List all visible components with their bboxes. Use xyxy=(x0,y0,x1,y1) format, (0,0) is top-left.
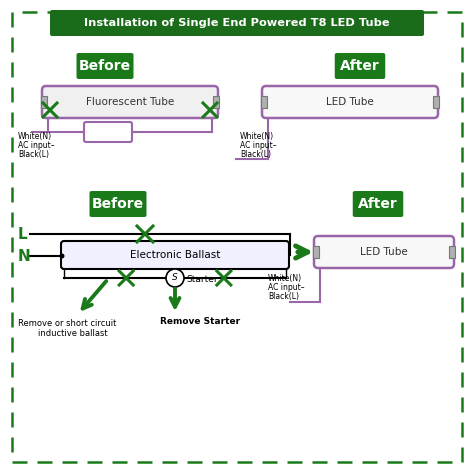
Text: N: N xyxy=(18,249,31,264)
Text: Remove or short circuit: Remove or short circuit xyxy=(18,319,117,328)
FancyBboxPatch shape xyxy=(335,53,385,79)
FancyBboxPatch shape xyxy=(90,191,146,217)
Text: Before: Before xyxy=(92,197,144,211)
Text: White(N): White(N) xyxy=(268,274,302,283)
Bar xyxy=(433,96,439,108)
Text: Black(L): Black(L) xyxy=(18,150,49,159)
Bar xyxy=(313,246,319,258)
Text: AC input–: AC input– xyxy=(240,141,277,150)
Text: LED Tube: LED Tube xyxy=(326,97,374,107)
Text: Remove Starter: Remove Starter xyxy=(160,317,240,326)
FancyBboxPatch shape xyxy=(84,122,132,142)
Text: L: L xyxy=(18,227,27,242)
Text: White(N): White(N) xyxy=(18,132,52,141)
FancyBboxPatch shape xyxy=(76,53,134,79)
Text: Fluorescent Tube: Fluorescent Tube xyxy=(86,97,174,107)
Bar xyxy=(213,96,219,108)
Text: AC input–: AC input– xyxy=(268,283,305,292)
Text: Installation of Single End Powered T8 LED Tube: Installation of Single End Powered T8 LE… xyxy=(84,18,390,28)
FancyBboxPatch shape xyxy=(314,236,454,268)
Text: Electronic Ballast: Electronic Ballast xyxy=(130,250,220,260)
Text: After: After xyxy=(340,59,380,73)
Circle shape xyxy=(60,254,64,258)
Text: S: S xyxy=(172,273,178,283)
Circle shape xyxy=(166,269,184,287)
Text: LED Tube: LED Tube xyxy=(360,247,408,257)
Text: AC input–: AC input– xyxy=(18,141,55,150)
Bar xyxy=(261,96,267,108)
Text: White(N): White(N) xyxy=(240,132,274,141)
Text: Starter: Starter xyxy=(186,275,218,284)
FancyBboxPatch shape xyxy=(353,191,403,217)
FancyBboxPatch shape xyxy=(262,86,438,118)
Bar xyxy=(449,246,455,258)
Bar xyxy=(41,96,47,108)
Text: After: After xyxy=(358,197,398,211)
FancyBboxPatch shape xyxy=(50,10,424,36)
Text: Black(L): Black(L) xyxy=(268,292,299,301)
Text: Before: Before xyxy=(79,59,131,73)
FancyBboxPatch shape xyxy=(61,241,289,269)
Text: Black(L): Black(L) xyxy=(240,150,271,159)
FancyBboxPatch shape xyxy=(42,86,218,118)
Text: inductive ballast: inductive ballast xyxy=(38,329,108,338)
